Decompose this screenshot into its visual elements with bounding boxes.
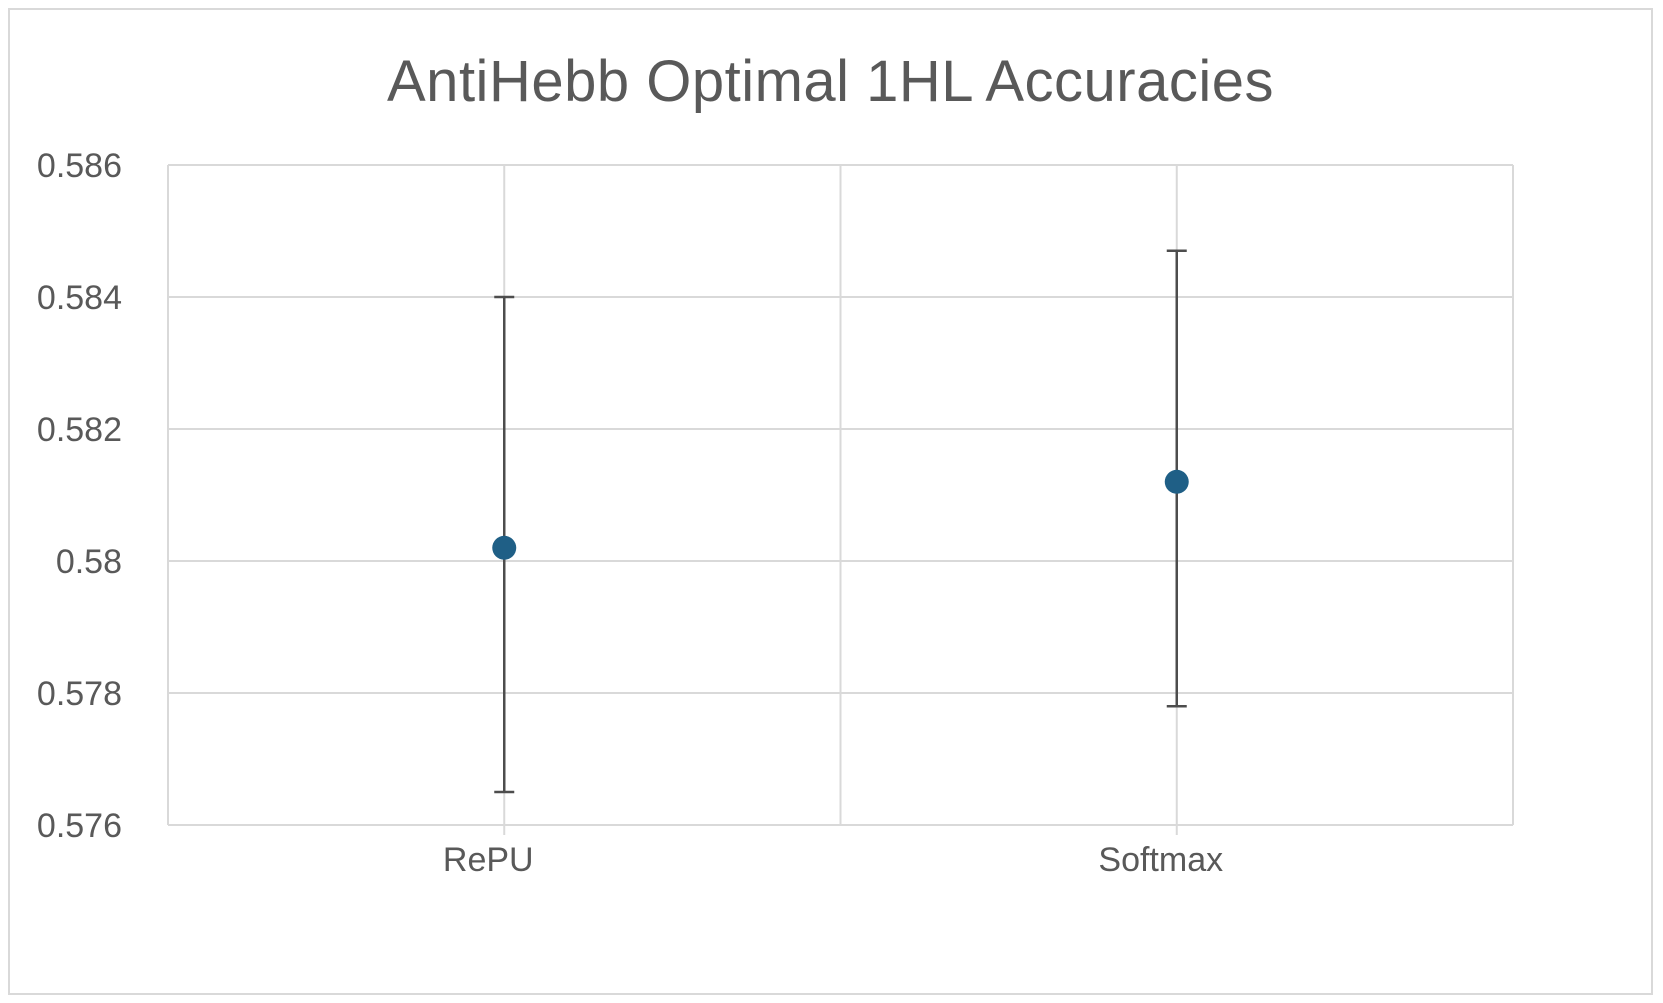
y-tick-label: 0.586 (37, 147, 122, 185)
y-tick-label: 0.576 (37, 807, 122, 845)
data-point (1164, 469, 1189, 494)
x-tick-label: RePU (443, 841, 534, 879)
chart-frame: AntiHebb Optimal 1HL Accuracies 0.586 0.5… (8, 8, 1653, 995)
x-tick-label: Softmax (1098, 841, 1223, 879)
plot-area: 0.586 0.584 0.582 0.58 0.578 0.576 RePU Softmax (37, 147, 1514, 879)
y-tick-label: 0.578 (37, 675, 122, 713)
y-tick-label: 0.582 (37, 411, 122, 449)
y-tick-label: 0.584 (37, 279, 122, 317)
chart-title: AntiHebb Optimal 1HL Accuracies (387, 49, 1274, 114)
data-point (492, 535, 517, 560)
y-tick-label: 0.58 (56, 543, 122, 581)
